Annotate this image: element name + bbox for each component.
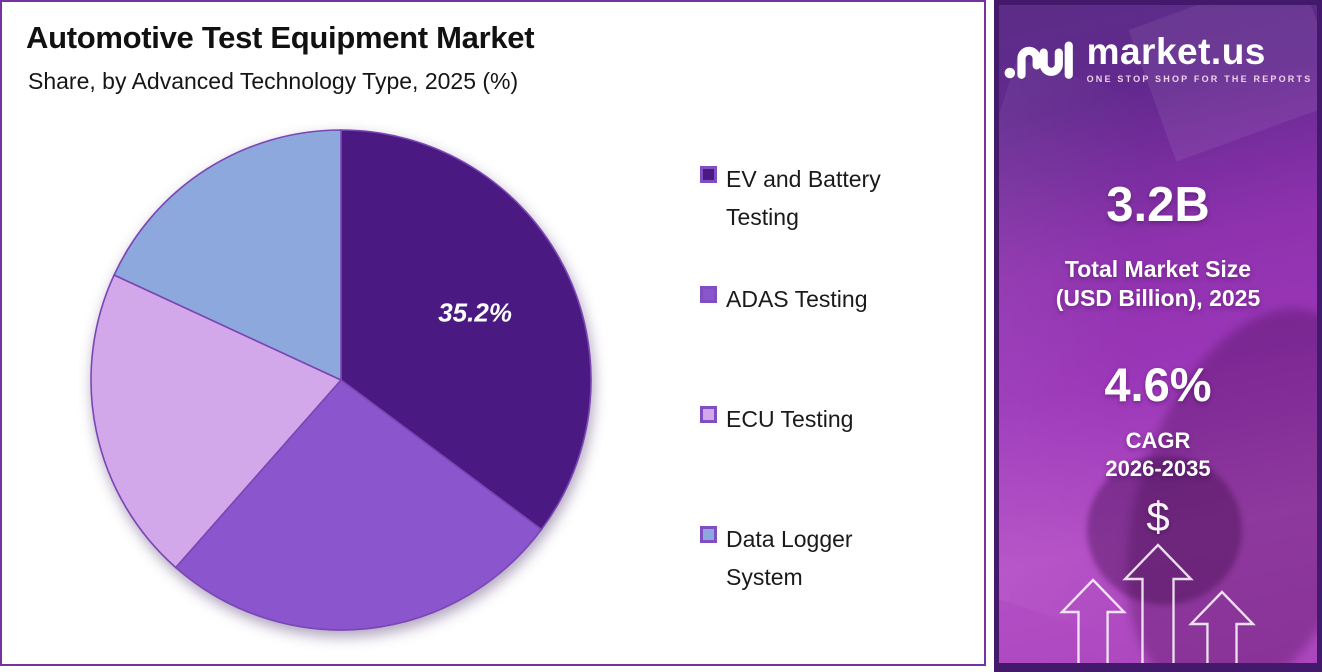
dollar-icon: $ [1146,493,1170,540]
brand-logo: market.us ONE STOP SHOP FOR THE REPORTS [999,33,1317,84]
pie-chart: 35.2% [81,120,601,640]
legend-label: Data Logger System [726,526,853,590]
legend-swatch [700,526,717,543]
pie-slice-4 [113,129,342,382]
legend-item: ECU Testing [700,400,921,520]
legend-label: ECU Testing [726,406,854,432]
total-market-size-label-line2: (USD Billion), 2025 [1055,285,1261,311]
total-market-size-label-line1: Total Market Size [1064,256,1252,282]
legend-label: ADAS Testing [726,286,868,312]
growth-arrows-svg [1059,543,1256,663]
legend-item: ADAS Testing [700,280,921,400]
pie-chart-svg: 35.2% [90,129,592,631]
marketus-logo-icon [1004,40,1073,79]
legend: EV and Battery Testing ADAS Testing ECU Te… [700,160,921,640]
legend-item: Data Logger System [700,520,921,640]
slice-value-label: 35.2% [438,298,512,328]
cagr-label: CAGR 2026-2035 [999,427,1317,483]
legend-label: EV and Battery Testing [726,166,881,230]
legend-swatch [700,406,717,423]
legend-swatch [700,166,717,183]
pie-slice-2 [174,378,543,631]
brand-text: market.us ONE STOP SHOP FOR THE REPORTS [1087,33,1313,84]
pie-slice-3 [90,273,343,569]
pie-slice-1 [340,129,592,531]
chart-card: Automotive Test Equipment Market Share, … [0,0,986,666]
chart-title: Automotive Test Equipment Market [26,20,535,55]
chart-subtitle: Share, by Advanced Technology Type, 2025… [28,68,519,94]
cagr-label-line1: CAGR [1125,428,1191,453]
brand-tagline: ONE STOP SHOP FOR THE REPORTS [1086,74,1313,84]
brand-name: market.us [1086,31,1266,72]
sidebar: market.us ONE STOP SHOP FOR THE REPORTS … [994,0,1322,672]
legend-swatch [700,286,717,303]
legend-item: EV and Battery Testing [700,160,921,280]
cagr-value: 4.6% [1104,358,1212,411]
cagr-label-line2: 2026-2035 [1105,456,1211,481]
growth-arrows-icon [999,473,1317,663]
total-market-size-label: Total Market Size (USD Billion), 2025 [999,255,1317,313]
total-market-size-value: 3.2B [1106,178,1210,232]
